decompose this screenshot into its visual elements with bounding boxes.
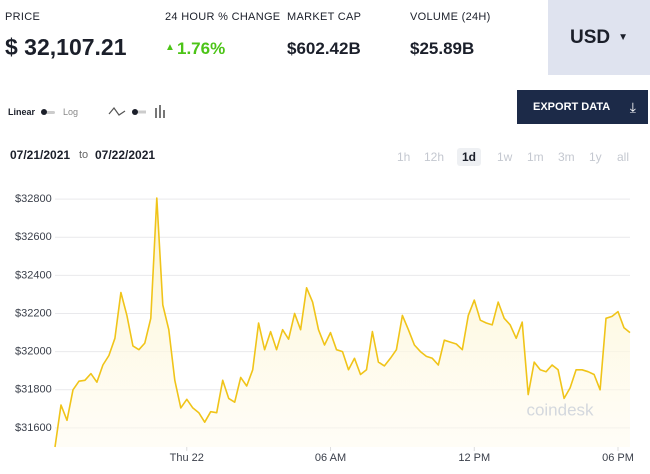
date-to[interactable]: 07/22/2021 <box>95 148 156 162</box>
y-tick-label: $32400 <box>15 269 52 281</box>
y-tick-label: $31600 <box>15 422 52 434</box>
volume-label: VOLUME (24H) <box>410 11 491 23</box>
export-button[interactable]: EXPORT DATA ⤓ <box>517 90 648 124</box>
x-tick-label: Thu 22 <box>170 452 204 464</box>
x-tick-label: 06 PM <box>602 452 634 464</box>
range-button[interactable]: 1w <box>497 150 513 164</box>
log-option[interactable]: Log <box>63 107 79 117</box>
range-button[interactable]: 1y <box>589 150 602 164</box>
chart-type-icons[interactable] <box>108 104 168 120</box>
download-icon: ⤓ <box>629 98 636 115</box>
y-tick-label: $32000 <box>15 346 52 358</box>
caret: ▼ <box>618 32 629 43</box>
price-label: PRICE <box>5 11 41 23</box>
y-tick-label: $31800 <box>15 384 52 396</box>
linear-option[interactable]: Linear <box>8 107 36 117</box>
range-button[interactable]: 12h <box>424 150 445 164</box>
range-button[interactable]: all <box>617 150 630 164</box>
export-label: EXPORT DATA <box>533 101 611 113</box>
x-tick-label: 06 AM <box>315 452 346 464</box>
y-tick-label: $32200 <box>15 307 52 319</box>
range-button[interactable]: 1m <box>527 150 544 164</box>
price: $ 32,107.21 <box>5 34 127 60</box>
date-from[interactable]: 07/21/2021 <box>10 148 71 162</box>
range-button[interactable]: 3m <box>558 150 575 164</box>
range-button[interactable]: 1h <box>397 150 411 164</box>
toggle[interactable] <box>41 109 55 115</box>
date-sep: to <box>79 149 89 161</box>
currency-select[interactable]: USD ▼ <box>548 0 650 75</box>
change: 1.76% <box>177 39 226 58</box>
up-arrow: ▲ <box>165 42 175 53</box>
change-label: 24 HOUR % CHANGE <box>165 11 281 23</box>
currency: USD <box>569 26 611 48</box>
market-cap: $602.42B <box>287 39 361 58</box>
y-tick-label: $32800 <box>15 193 52 205</box>
volume: $25.89B <box>410 39 475 58</box>
range-button[interactable]: 1d <box>457 148 482 166</box>
area-fill <box>55 198 630 447</box>
price-line <box>54 197 631 448</box>
y-tick-label: $32600 <box>15 231 52 243</box>
watermark: coindesk <box>526 400 594 419</box>
x-tick-label: 12 PM <box>458 452 490 464</box>
market-cap-label: MARKET CAP <box>287 11 362 23</box>
